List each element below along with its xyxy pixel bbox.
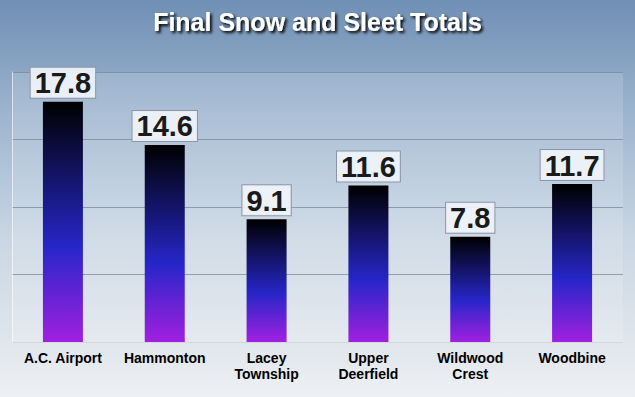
svg-text:Crest: Crest	[452, 366, 488, 382]
svg-text:A.C. Airport: A.C. Airport	[24, 350, 102, 366]
svg-text:Wildwood: Wildwood	[437, 350, 503, 366]
svg-text:11.7: 11.7	[545, 150, 600, 182]
svg-text:7.8: 7.8	[450, 202, 490, 234]
svg-text:Hammonton: Hammonton	[124, 350, 206, 366]
svg-text:17.8: 17.8	[35, 67, 91, 99]
svg-text:Upper: Upper	[348, 350, 389, 366]
svg-text:14.6: 14.6	[137, 110, 193, 142]
svg-text:Woodbine: Woodbine	[538, 350, 606, 366]
svg-text:Lacey: Lacey	[247, 350, 287, 366]
svg-text:Deerfield: Deerfield	[338, 366, 398, 382]
svg-text:Township: Township	[234, 366, 298, 382]
svg-text:Final Snow and Sleet Totals: Final Snow and Sleet Totals	[153, 8, 482, 36]
svg-text:9.1: 9.1	[246, 185, 286, 217]
svg-text:11.6: 11.6	[341, 151, 396, 183]
